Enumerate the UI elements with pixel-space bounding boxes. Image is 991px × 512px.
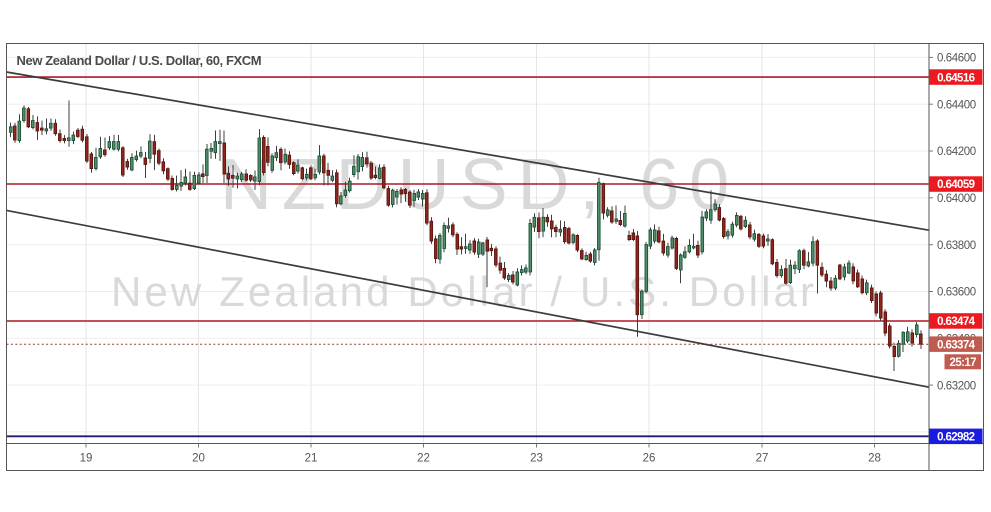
- svg-text:0.64059: 0.64059: [937, 179, 975, 191]
- svg-text:21: 21: [305, 453, 318, 465]
- svg-text:19: 19: [80, 453, 93, 465]
- svg-text:28: 28: [868, 453, 881, 465]
- svg-text:20: 20: [192, 453, 205, 465]
- svg-text:0.63374: 0.63374: [937, 339, 976, 351]
- svg-text:0.64600: 0.64600: [937, 53, 976, 65]
- svg-text:0.63600: 0.63600: [937, 287, 976, 299]
- svg-text:26: 26: [643, 453, 656, 465]
- svg-text:0.64516: 0.64516: [937, 72, 975, 84]
- svg-text:0.64000: 0.64000: [937, 193, 976, 205]
- svg-text:22: 22: [417, 453, 430, 465]
- svg-text:0.64200: 0.64200: [937, 146, 976, 158]
- svg-text:0.63800: 0.63800: [937, 240, 976, 252]
- svg-text:New Zealand Dollar / U.S. Doll: New Zealand Dollar / U.S. Dollar: [111, 268, 817, 315]
- svg-text:0.64400: 0.64400: [937, 99, 976, 111]
- svg-text:23: 23: [530, 453, 543, 465]
- svg-text:NZDUSD, 60: NZDUSD, 60: [220, 145, 739, 225]
- svg-text:0.63200: 0.63200: [937, 380, 976, 392]
- svg-text:25:17: 25:17: [950, 357, 977, 369]
- svg-text:0.63474: 0.63474: [937, 316, 976, 328]
- svg-text:New Zealand Dollar / U.S. Doll: New Zealand Dollar / U.S. Dollar, 60, FX…: [17, 53, 262, 68]
- svg-text:27: 27: [756, 453, 769, 465]
- svg-text:0.62982: 0.62982: [937, 432, 975, 444]
